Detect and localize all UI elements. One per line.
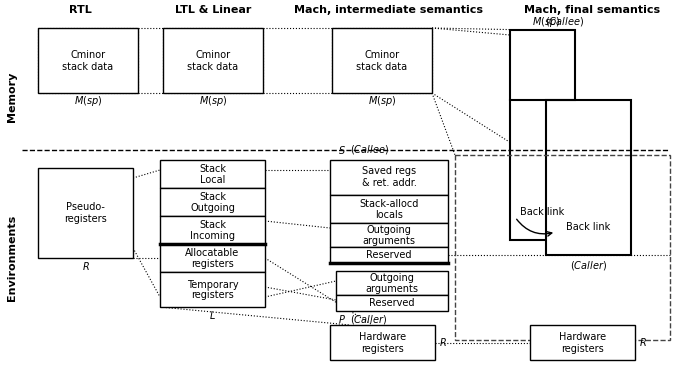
Text: Reserved: Reserved (369, 298, 415, 308)
Text: Back link: Back link (566, 222, 610, 232)
Text: $M(sp)$: $M(sp)$ (533, 15, 561, 29)
Text: $S$: $S$ (338, 144, 346, 156)
Bar (455, 155, 670, 340)
Text: Stack: Stack (199, 164, 226, 174)
Text: & ret. addr.: & ret. addr. (362, 179, 416, 188)
Bar (546, 100, 631, 255)
Bar (160, 160, 265, 188)
Text: $M(sp)$: $M(sp)$ (199, 94, 227, 108)
Text: registers: registers (191, 291, 234, 301)
Text: Stack-allocd: Stack-allocd (359, 199, 419, 209)
Bar (330, 223, 448, 247)
Text: Saved regs: Saved regs (362, 166, 416, 176)
Text: arguments: arguments (365, 284, 418, 294)
Bar (160, 216, 265, 244)
Text: RTL: RTL (69, 5, 92, 15)
Text: $R$: $R$ (439, 336, 447, 348)
FancyArrowPatch shape (517, 219, 552, 236)
Text: locals: locals (375, 210, 403, 220)
Text: Allocatable: Allocatable (185, 248, 240, 258)
Text: registers: registers (361, 344, 404, 354)
Bar (336, 295, 448, 311)
Text: Environments: Environments (7, 215, 17, 301)
Text: $(Callee)$: $(Callee)$ (350, 144, 389, 157)
Bar (332, 28, 432, 93)
Bar (38, 28, 138, 93)
Text: Pseudo-: Pseudo- (66, 202, 105, 212)
Text: Memory: Memory (7, 72, 17, 122)
Text: $R$: $R$ (81, 260, 90, 272)
Text: $R$: $R$ (639, 336, 647, 348)
Bar (336, 271, 448, 295)
Text: registers: registers (64, 214, 107, 224)
Text: Mach, intermediate semantics: Mach, intermediate semantics (294, 5, 482, 15)
Text: registers: registers (191, 259, 234, 269)
Text: Hardware: Hardware (359, 332, 406, 342)
Text: Local: Local (200, 175, 225, 185)
Text: $(Callee)$: $(Callee)$ (545, 16, 584, 28)
Text: Temporary: Temporary (187, 279, 238, 289)
Text: arguments: arguments (362, 236, 415, 246)
Text: stack data: stack data (356, 63, 408, 72)
Text: $(Caller)$: $(Caller)$ (350, 313, 387, 326)
Text: Outgoing: Outgoing (190, 203, 235, 213)
Text: Back link: Back link (520, 207, 564, 217)
Bar (330, 325, 435, 360)
Bar (330, 247, 448, 263)
Text: stack data: stack data (187, 63, 238, 72)
Text: Cminor: Cminor (70, 50, 105, 60)
Text: Cminor: Cminor (364, 50, 400, 60)
Text: Mach, final semantics: Mach, final semantics (524, 5, 660, 15)
Text: Outgoing: Outgoing (369, 273, 415, 283)
Text: $(Caller)$: $(Caller)$ (570, 258, 607, 272)
Text: $M(sp)$: $M(sp)$ (74, 94, 102, 108)
Bar (38, 168, 133, 258)
Text: registers: registers (561, 344, 604, 354)
Bar (163, 28, 263, 93)
Text: LTL & Linear: LTL & Linear (175, 5, 251, 15)
Text: Incoming: Incoming (190, 231, 235, 241)
Bar (330, 160, 448, 195)
Text: stack data: stack data (63, 63, 114, 72)
Bar (160, 188, 265, 216)
Text: Reserved: Reserved (367, 250, 412, 260)
Bar (330, 195, 448, 223)
Text: Stack: Stack (199, 192, 226, 202)
Text: Outgoing: Outgoing (367, 225, 411, 235)
Text: Cminor: Cminor (196, 50, 231, 60)
Bar (530, 325, 635, 360)
Text: Stack: Stack (199, 220, 226, 230)
Bar (510, 30, 575, 240)
Text: $P$: $P$ (338, 313, 346, 325)
Bar (160, 272, 265, 307)
Text: $L$: $L$ (209, 309, 216, 321)
Text: $M(sp)$: $M(sp)$ (368, 94, 396, 108)
Text: Hardware: Hardware (559, 332, 606, 342)
Bar (160, 244, 265, 272)
